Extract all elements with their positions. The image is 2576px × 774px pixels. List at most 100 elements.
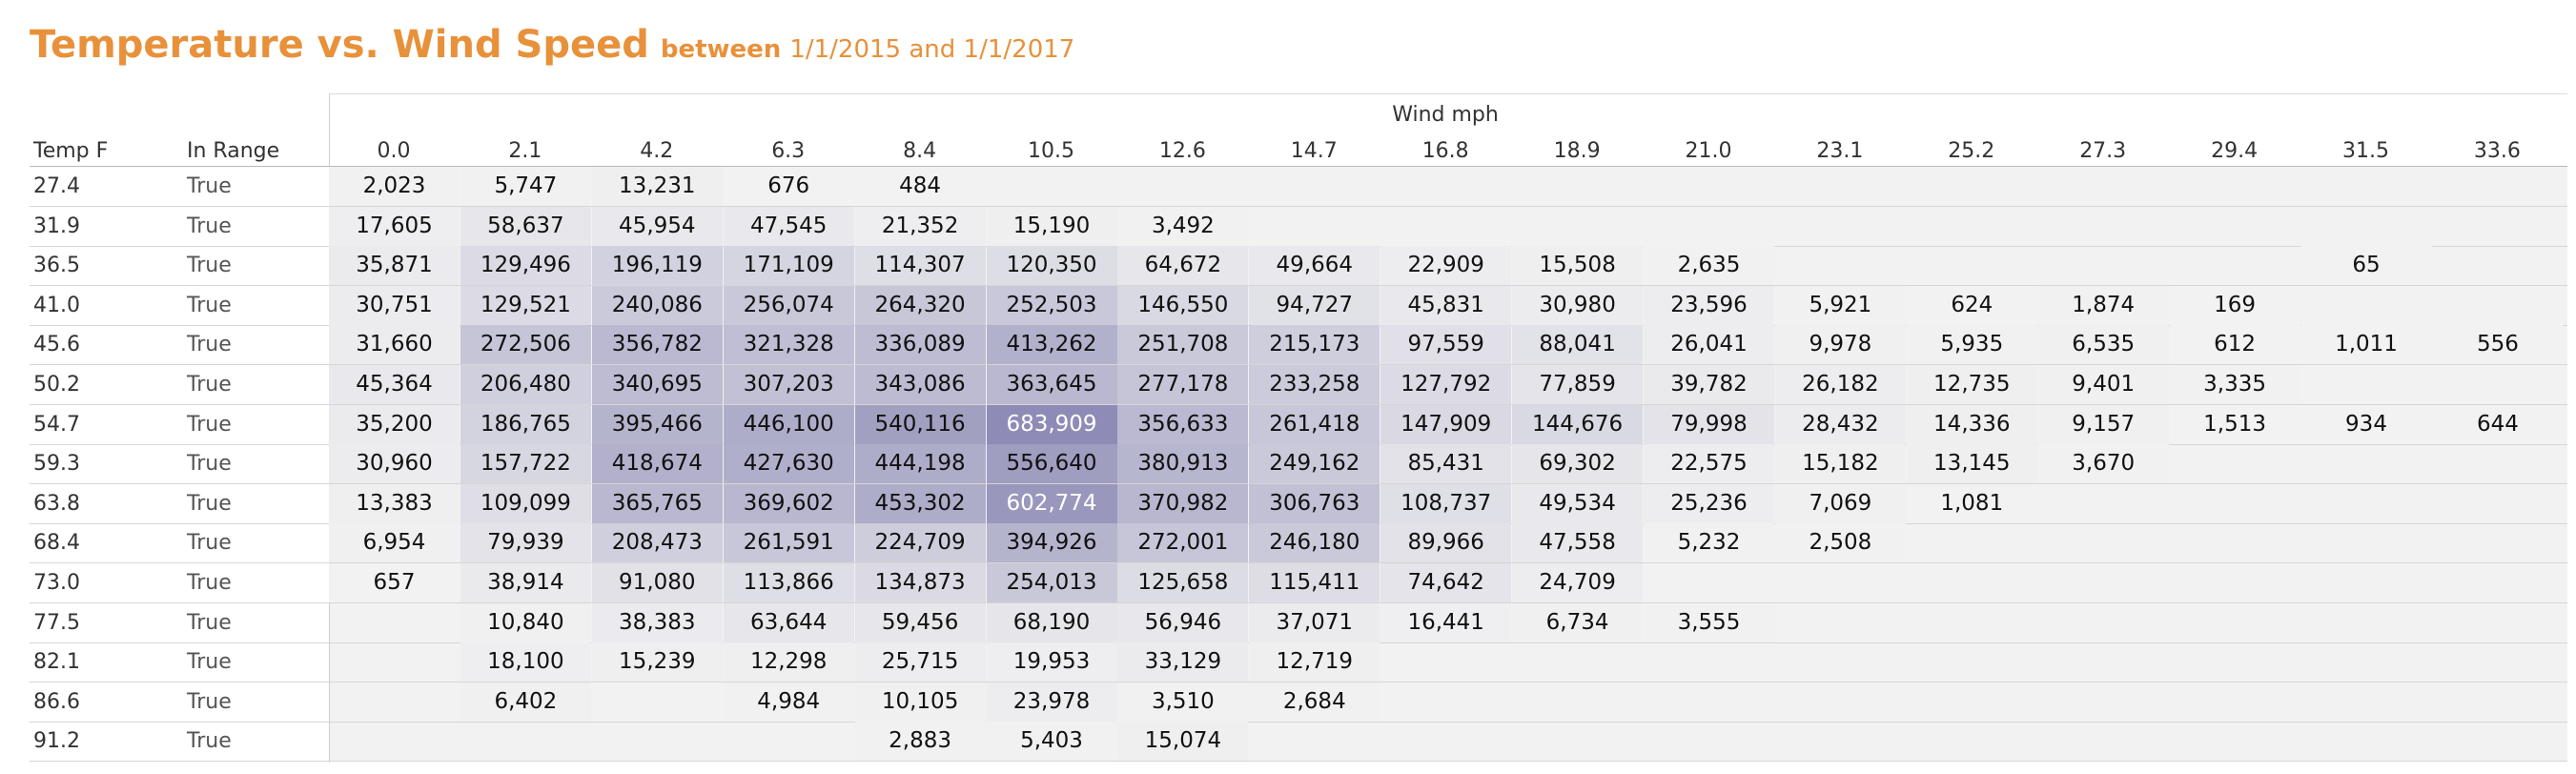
wind-header-2-1: 2.1 — [508, 139, 542, 163]
heatmap-cell: 380,913 — [1117, 444, 1249, 484]
temp-label: 68.4 — [33, 531, 80, 556]
in-range-label: True — [187, 174, 232, 198]
heatmap-cell: 208,473 — [591, 523, 723, 563]
heatmap-cell: 1,874 — [2037, 285, 2169, 325]
heatmap-cell: 363,645 — [986, 365, 1117, 404]
heatmap-cell: 676 — [723, 167, 854, 206]
heatmap-cell: 64,672 — [1117, 246, 1249, 286]
heatmap-cell: 2,635 — [1644, 246, 1774, 286]
heatmap-cell: 418,674 — [591, 444, 723, 484]
table-row — [30, 207, 2567, 247]
heatmap-cell: 246,180 — [1249, 523, 1380, 563]
heatmap-cell: 15,074 — [1117, 722, 1249, 762]
in-range-label: True — [187, 689, 232, 714]
heatmap-cell: 3,492 — [1117, 206, 1249, 246]
wind-header-12-6: 12.6 — [1158, 139, 1206, 163]
heatmap-cell: 4,984 — [723, 682, 854, 722]
in-range-label: True — [187, 214, 232, 238]
heatmap-cell: 114,307 — [854, 246, 986, 286]
heatmap-cell: 6,954 — [329, 523, 460, 563]
table-row — [30, 603, 2567, 643]
heatmap-cell: 16,441 — [1380, 602, 1512, 642]
heatmap-cell: 612 — [2169, 325, 2300, 365]
heatmap-cell: 22,909 — [1380, 246, 1512, 286]
heatmap-cell: 307,203 — [723, 365, 854, 404]
heatmap-cell: 10,105 — [854, 682, 986, 722]
table-row — [30, 722, 2567, 763]
heatmap-cell: 13,145 — [1906, 444, 2037, 484]
heatmap-cell: 453,302 — [854, 483, 986, 523]
heatmap-cell: 56,946 — [1117, 602, 1249, 642]
temp-label: 82.1 — [33, 650, 80, 675]
heatmap-cell: 12,298 — [723, 642, 854, 682]
heatmap-cell: 79,998 — [1644, 404, 1774, 444]
heatmap-cell: 186,765 — [460, 404, 591, 444]
temp-column-header: Temp F — [33, 139, 109, 163]
heatmap-cell: 5,403 — [986, 722, 1117, 762]
heatmap-cell: 125,658 — [1117, 563, 1249, 602]
heatmap-cell: 144,676 — [1512, 404, 1644, 444]
heatmap-cell: 12,719 — [1249, 642, 1380, 682]
heatmap-cell: 47,558 — [1512, 523, 1644, 563]
heatmap-cell: 45,364 — [329, 365, 460, 404]
heatmap-cell: 3,555 — [1644, 602, 1774, 642]
heatmap-cell: 272,506 — [460, 325, 591, 365]
heatmap-cell: 3,335 — [2169, 365, 2300, 404]
heatmap-cell: 33,129 — [1117, 642, 1249, 682]
heatmap-cell: 556,640 — [986, 444, 1117, 484]
in-range-label: True — [187, 729, 232, 754]
heatmap-cell: 39,782 — [1644, 365, 1774, 404]
heatmap-cell: 22,575 — [1644, 444, 1774, 484]
heatmap-cell: 602,774 — [986, 483, 1117, 523]
heatmap-cell: 49,664 — [1249, 246, 1380, 286]
heatmap-cell: 5,935 — [1906, 325, 2037, 365]
heatmap-cell: 127,792 — [1380, 365, 1512, 404]
heatmap-cell: 9,978 — [1774, 325, 1906, 365]
wind-header-8-4: 8.4 — [903, 139, 937, 163]
heatmap-cell: 77,859 — [1512, 365, 1644, 404]
heatmap-cell: 261,418 — [1249, 404, 1380, 444]
heatmap-cell: 6,734 — [1512, 602, 1644, 642]
heatmap-cell: 394,926 — [986, 523, 1117, 563]
heatmap-cell: 91,080 — [591, 563, 723, 602]
heatmap-cell: 356,782 — [591, 325, 723, 365]
table-row — [30, 484, 2567, 524]
table-row — [30, 563, 2567, 603]
wind-header-25-2: 25.2 — [1948, 139, 1995, 163]
heatmap-cell: 18,100 — [460, 642, 591, 682]
wind-header-18-9: 18.9 — [1553, 139, 1601, 163]
heatmap-cell: 15,239 — [591, 642, 723, 682]
in-range-label: True — [187, 373, 232, 397]
heatmap-cell: 3,510 — [1117, 682, 1249, 722]
heatmap-cell: 5,232 — [1644, 523, 1774, 563]
heatmap-cell: 68,190 — [986, 602, 1117, 642]
heatmap-cell: 6,535 — [2037, 325, 2169, 365]
heatmap-cell: 657 — [329, 563, 460, 602]
wind-header-4-2: 4.2 — [640, 139, 674, 163]
heatmap-cell: 306,763 — [1249, 483, 1380, 523]
heatmap-cell: 169 — [2169, 285, 2300, 325]
heatmap-cell: 28,432 — [1774, 404, 1906, 444]
heatmap-cell: 251,708 — [1117, 325, 1249, 365]
wind-header-33-6: 33.6 — [2473, 139, 2521, 163]
temp-label: 31.9 — [33, 214, 80, 238]
wind-header-21-0: 21.0 — [1685, 139, 1732, 163]
heatmap-cell: 69,302 — [1512, 444, 1644, 484]
temp-label: 45.6 — [33, 333, 80, 357]
in-range-label: True — [187, 491, 232, 516]
table-row — [30, 642, 2567, 683]
wind-header-31-5: 31.5 — [2342, 139, 2389, 163]
heatmap-cell: 23,978 — [986, 682, 1117, 722]
heatmap-cell: 37,071 — [1249, 602, 1380, 642]
heatmap-cell: 233,258 — [1249, 365, 1380, 404]
heatmap-cell: 446,100 — [723, 404, 854, 444]
temp-label: 36.5 — [33, 254, 80, 278]
heatmap-cell: 97,559 — [1380, 325, 1512, 365]
heatmap-cell: 108,737 — [1380, 483, 1512, 523]
wind-header-23-1: 23.1 — [1816, 139, 1864, 163]
heatmap-cell: 89,966 — [1380, 523, 1512, 563]
heatmap-cell: 129,496 — [460, 246, 591, 286]
chart-title-between: between — [660, 35, 782, 64]
table-row — [30, 523, 2567, 564]
in-range-label: True — [187, 610, 232, 635]
